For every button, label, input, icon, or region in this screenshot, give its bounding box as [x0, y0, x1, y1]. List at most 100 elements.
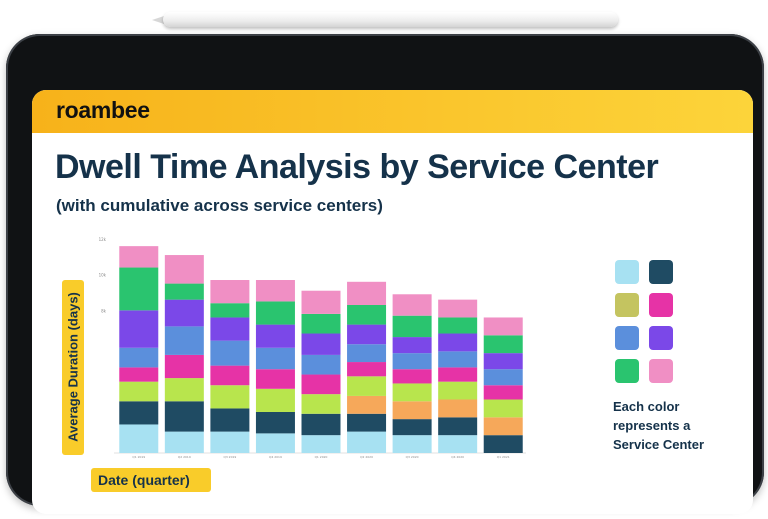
slide-subtitle: (with cumulative across service centers) — [56, 196, 383, 215]
bar-segment — [483, 317, 523, 336]
bar-segment — [483, 435, 523, 453]
bar-segment — [119, 267, 159, 311]
legend-note: Each color represents a Service Center — [613, 397, 743, 454]
x-axis-label: Date (quarter) — [91, 468, 211, 492]
tablet-screen: roambee Dwell Time Analysis by Service C… — [32, 90, 753, 514]
brand-banner: roambee — [32, 90, 753, 133]
bar-segment — [119, 246, 159, 268]
bar-segment — [301, 413, 341, 436]
bar-segment — [119, 310, 159, 348]
stylus-tip — [152, 16, 164, 24]
bar-segment — [483, 353, 523, 370]
bar-segment — [255, 347, 295, 370]
bar-segment — [119, 401, 159, 425]
legend-swatch — [649, 359, 673, 383]
bar-segment — [210, 408, 250, 432]
bar-segment — [255, 369, 295, 389]
bar-segment — [255, 301, 295, 325]
bar-segment — [119, 347, 159, 368]
bar-segment — [255, 388, 295, 412]
bar-segment — [392, 294, 432, 316]
bar-segment — [438, 417, 478, 436]
bar-segment — [483, 417, 523, 436]
legend-note-line-1: Each color — [613, 399, 680, 414]
bar-segment — [210, 385, 250, 409]
stylus-pencil — [163, 12, 618, 27]
x-tick-label: Q1 2020 — [315, 455, 328, 459]
bar-segment — [301, 374, 341, 395]
bar-segment — [210, 280, 250, 304]
bar-segment — [210, 365, 250, 386]
bar-segment — [301, 290, 341, 314]
legend-swatch — [615, 359, 639, 383]
bar-segment — [255, 324, 295, 348]
x-tick-label: Q4 2020 — [451, 455, 464, 459]
bar-segment — [392, 369, 432, 384]
bar-segment — [301, 313, 341, 334]
bar-segment — [210, 340, 250, 366]
bar-segment — [164, 378, 204, 402]
bar-segment — [210, 317, 250, 341]
y-tick-label: 10k — [99, 273, 107, 278]
bar-segment — [438, 381, 478, 400]
bar-segment — [483, 385, 523, 400]
x-tick-label: Q2 2019 — [178, 455, 191, 459]
bar-segment — [392, 401, 432, 420]
bar-segment — [438, 399, 478, 418]
bar-segment — [392, 383, 432, 402]
legend-swatch — [649, 260, 673, 284]
bar-segment — [301, 435, 341, 453]
x-tick-label: Q1 2021 — [497, 455, 510, 459]
bar-segment — [164, 326, 204, 355]
bar-segment — [301, 333, 341, 355]
bar-segment — [347, 362, 387, 377]
bar-segment — [392, 315, 432, 338]
bar-segment — [483, 335, 523, 354]
legend-note-line-3: Service Center — [613, 437, 705, 452]
bar-segment — [164, 354, 204, 379]
bar-segment — [347, 376, 387, 396]
color-legend — [615, 260, 675, 383]
bar-segment — [164, 299, 204, 327]
bar-segment — [347, 431, 387, 453]
y-tick-label: 8k — [101, 308, 107, 313]
tablet-frame: roambee Dwell Time Analysis by Service C… — [6, 34, 764, 514]
roambee-logo: roambee — [56, 97, 150, 123]
bar-segment — [164, 401, 204, 432]
x-tick-label: Q4 2019 — [269, 455, 282, 459]
bar-segment — [438, 333, 478, 352]
bar-segment — [210, 303, 250, 318]
bar-segment — [347, 281, 387, 305]
bar-segment — [392, 419, 432, 436]
bar-segment — [483, 399, 523, 418]
bar-segment — [119, 367, 159, 382]
x-tick-label: Q1 2019 — [132, 455, 145, 459]
x-tick-label: Q2 2020 — [360, 455, 373, 459]
bar-segment — [347, 395, 387, 414]
bar-segment — [438, 317, 478, 334]
bar-segment — [301, 394, 341, 414]
y-axis-label: Average Duration (days) — [65, 292, 81, 442]
legend-swatch — [649, 326, 673, 350]
bar-segment — [164, 283, 204, 300]
bar-segment — [347, 324, 387, 345]
bar-segment — [392, 337, 432, 354]
y-tick-label: 12k — [99, 237, 107, 242]
bar-segment — [164, 431, 204, 453]
x-tick-label: Q3 2020 — [406, 455, 419, 459]
legend-swatch — [649, 293, 673, 317]
bar-segment — [119, 381, 159, 402]
bar-segment — [119, 424, 159, 453]
bar-segment — [255, 411, 295, 434]
bar-segment — [483, 369, 523, 386]
legend-swatch — [615, 260, 639, 284]
slide-title: Dwell Time Analysis by Service Center — [55, 148, 659, 186]
legend-swatch — [615, 293, 639, 317]
y-axis-label-highlight — [62, 280, 84, 455]
legend-note-line-2: represents a — [613, 418, 691, 433]
bar-segment — [347, 304, 387, 325]
bar-segment — [255, 433, 295, 453]
bar-segment — [392, 435, 432, 453]
stacked-bar-chart: 12k 10k 8k Q1 2019 Q2 2019 Q3 2019 Q4 2019 Q1 2… — [99, 237, 526, 459]
x-tick-label: Q3 2019 — [223, 455, 236, 459]
